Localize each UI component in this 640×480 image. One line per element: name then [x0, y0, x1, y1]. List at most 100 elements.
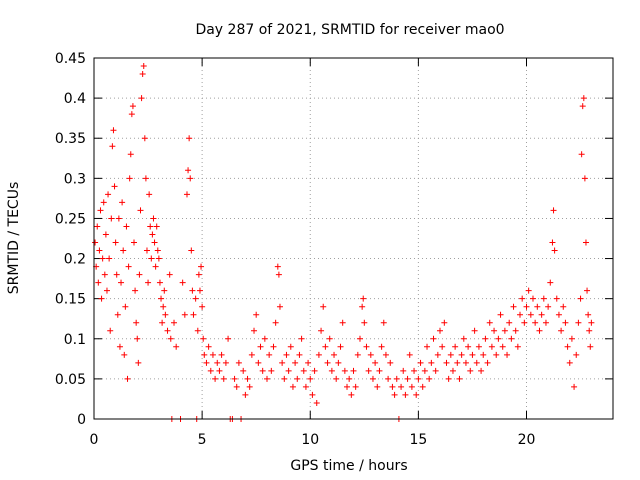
- data-point-marker: [491, 327, 498, 334]
- data-point-marker: [350, 367, 357, 374]
- data-point-marker: [529, 295, 536, 302]
- data-point-marker: [495, 335, 502, 342]
- data-point-marker: [385, 375, 392, 382]
- data-point-marker: [272, 319, 279, 326]
- data-point-marker: [555, 311, 562, 318]
- data-point-marker: [222, 359, 229, 366]
- data-point-marker: [434, 351, 441, 358]
- data-point-marker: [512, 327, 519, 334]
- data-point-marker: [155, 255, 162, 262]
- data-point-marker: [560, 303, 567, 310]
- data-point-marker: [421, 367, 428, 374]
- data-point-marker: [344, 383, 351, 390]
- data-point-marker: [292, 359, 299, 366]
- data-point-marker: [398, 383, 405, 390]
- data-point-marker: [153, 223, 160, 230]
- data-point-marker: [454, 359, 461, 366]
- data-point-marker: [187, 175, 194, 182]
- data-point-marker: [354, 351, 361, 358]
- data-point-marker: [504, 351, 511, 358]
- data-point-marker: [305, 359, 312, 366]
- data-point-marker: [274, 263, 281, 270]
- data-point-marker: [536, 327, 543, 334]
- data-point-marker: [550, 207, 557, 214]
- data-point-marker: [118, 279, 125, 286]
- data-point-marker: [136, 271, 143, 278]
- data-point-marker: [201, 351, 208, 358]
- data-point-marker: [216, 367, 223, 374]
- data-point-marker: [369, 375, 376, 382]
- x-tick-label: 15: [409, 432, 427, 448]
- data-point-marker: [534, 303, 541, 310]
- data-point-marker: [126, 175, 133, 182]
- data-point-marker: [331, 351, 338, 358]
- data-point-marker: [154, 247, 161, 254]
- data-point-marker: [134, 335, 141, 342]
- data-point-marker: [207, 367, 214, 374]
- data-point-marker: [449, 367, 456, 374]
- data-point-marker: [294, 375, 301, 382]
- data-point-marker: [499, 343, 506, 350]
- data-point-marker: [183, 191, 190, 198]
- data-point-marker: [285, 367, 292, 374]
- data-point-marker: [320, 303, 327, 310]
- grid-layer: [94, 58, 613, 419]
- data-point-marker: [253, 311, 260, 318]
- data-point-marker: [124, 375, 131, 382]
- data-point-marker: [112, 239, 119, 246]
- data-point-marker: [365, 367, 372, 374]
- data-point-marker: [296, 351, 303, 358]
- data-point-marker: [573, 351, 580, 358]
- data-point-marker: [101, 271, 108, 278]
- data-point-marker: [460, 335, 467, 342]
- data-point-marker: [97, 207, 104, 214]
- data-point-marker: [218, 351, 225, 358]
- data-point-marker: [456, 375, 463, 382]
- data-point-marker: [361, 319, 368, 326]
- data-point-marker: [471, 327, 478, 334]
- data-point-marker: [135, 359, 142, 366]
- data-point-marker: [94, 223, 101, 230]
- data-point-marker: [452, 343, 459, 350]
- data-point-marker: [131, 239, 138, 246]
- data-point-marker: [186, 135, 193, 142]
- data-point-marker: [426, 375, 433, 382]
- data-point-marker: [152, 263, 159, 270]
- x-tick-label: 5: [198, 432, 207, 448]
- data-point-marker: [107, 327, 114, 334]
- data-point-marker: [510, 303, 517, 310]
- data-point-marker: [248, 351, 255, 358]
- data-point-marker: [138, 95, 145, 102]
- data-point-marker: [240, 367, 247, 374]
- data-point-marker: [96, 247, 103, 254]
- data-point-marker: [171, 319, 178, 326]
- data-point-marker: [231, 375, 238, 382]
- data-point-marker: [113, 271, 120, 278]
- x-tick-label: 0: [90, 432, 99, 448]
- data-point-marker: [311, 367, 318, 374]
- data-point-marker: [493, 351, 500, 358]
- data-point-marker: [545, 303, 552, 310]
- data-point-marker: [194, 327, 201, 334]
- data-point-marker: [300, 367, 307, 374]
- data-point-marker: [99, 255, 106, 262]
- data-point-marker: [264, 375, 270, 382]
- data-point-marker: [149, 231, 156, 238]
- data-point-marker: [114, 311, 121, 318]
- y-tick-label: 0.15: [55, 292, 86, 308]
- data-point-marker: [199, 303, 206, 310]
- data-point-marker: [443, 359, 450, 366]
- data-point-marker: [143, 247, 150, 254]
- data-point-marker: [156, 279, 163, 286]
- data-point-marker: [439, 343, 446, 350]
- data-point-marker: [139, 71, 146, 78]
- data-point-marker: [352, 383, 359, 390]
- data-point-marker: [289, 383, 296, 390]
- data-point-marker: [356, 335, 363, 342]
- data-point-marker: [244, 375, 251, 382]
- data-point-marker: [486, 319, 493, 326]
- data-point-marker: [100, 199, 107, 206]
- data-point-marker: [506, 319, 513, 326]
- data-point-marker: [402, 391, 409, 398]
- data-point-marker: [575, 319, 582, 326]
